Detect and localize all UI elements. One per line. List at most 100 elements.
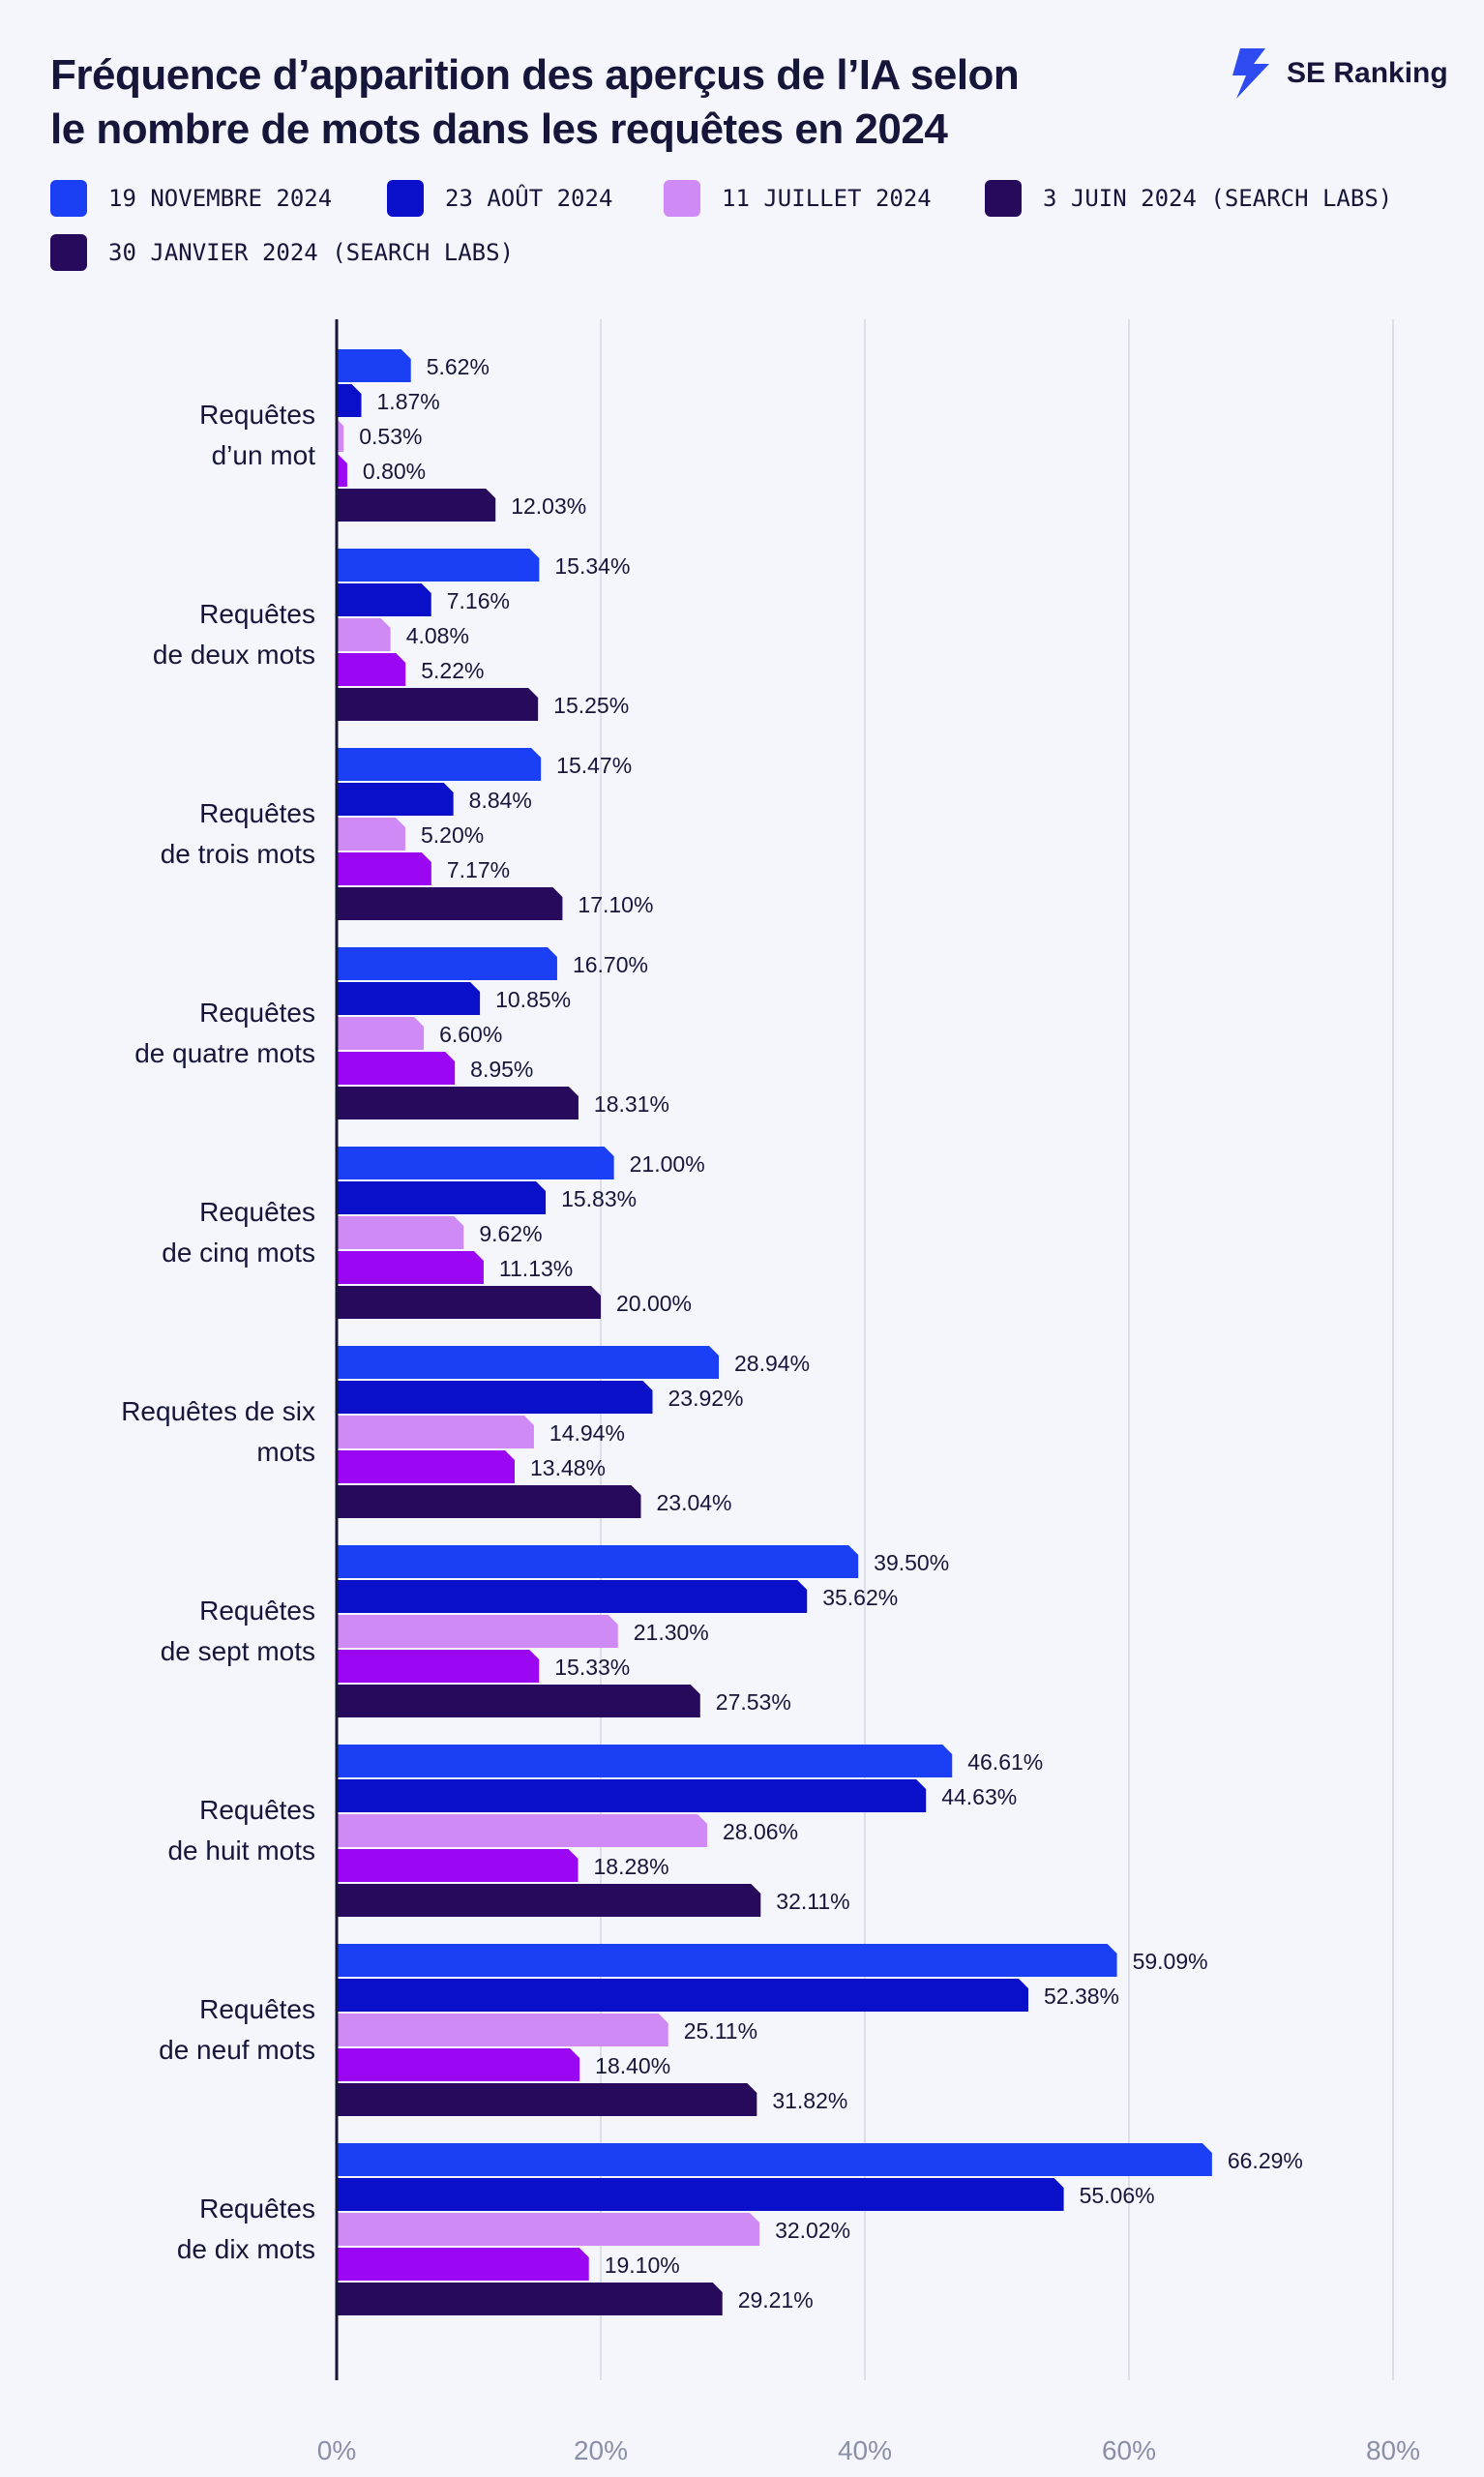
data-label: 15.47% — [556, 753, 632, 778]
chart-title-line-2: le nombre de mots dans les requêtes en 2… — [50, 105, 948, 153]
bar — [337, 1615, 618, 1648]
bar — [337, 852, 431, 885]
data-label: 59.09% — [1133, 1949, 1208, 1974]
bar — [337, 1381, 653, 1414]
legend-swatch — [664, 180, 700, 217]
bar — [337, 1979, 1028, 2012]
legend-label: 19 NOVEMBRE 2024 — [108, 185, 333, 212]
legend-label: 30 JANVIER 2024 (SEARCH LABS) — [108, 239, 515, 266]
bar — [337, 947, 557, 980]
data-label: 19.10% — [605, 2253, 680, 2278]
data-label: 21.30% — [634, 1620, 709, 1645]
category-label: de neuf mots — [159, 2035, 315, 2065]
bar — [337, 618, 391, 651]
data-label: 18.31% — [594, 1091, 669, 1117]
category-label: Requêtes — [199, 998, 315, 1028]
bar — [337, 1779, 927, 1812]
category-label: Requêtes — [199, 1994, 315, 2024]
bar — [337, 1286, 601, 1319]
data-label: 44.63% — [941, 1784, 1017, 1809]
legend-swatch — [50, 234, 87, 271]
bar — [337, 1087, 579, 1119]
x-tick-label: 0% — [317, 2435, 356, 2465]
bar — [337, 783, 454, 816]
bar — [337, 1485, 641, 1518]
data-label: 32.02% — [775, 2218, 850, 2243]
bar — [337, 1650, 540, 1683]
category-label: mots — [256, 1437, 315, 1467]
bar — [337, 1849, 579, 1882]
category-label: Requêtes — [199, 1596, 315, 1626]
data-label: 23.04% — [656, 1490, 731, 1515]
bar — [337, 1017, 425, 1050]
bar — [337, 1346, 720, 1379]
bar — [337, 419, 344, 452]
chart-title: Fréquence d’apparition des aperçus de l’… — [50, 48, 1192, 157]
data-label: 27.53% — [716, 1689, 791, 1715]
bar — [337, 1745, 953, 1777]
data-label: 20.00% — [616, 1291, 692, 1316]
bar — [337, 1685, 700, 1717]
bar — [337, 2143, 1212, 2176]
data-label: 21.00% — [630, 1151, 705, 1177]
bar — [337, 2048, 580, 2081]
brand-logo: SE Ranking — [1227, 46, 1448, 101]
data-label: 15.83% — [561, 1186, 637, 1211]
data-label: 5.62% — [427, 354, 490, 379]
category-label: Requêtes — [199, 798, 315, 828]
bar — [337, 1147, 614, 1179]
bar — [337, 2213, 760, 2246]
bar — [337, 2283, 723, 2315]
bar — [337, 653, 406, 686]
data-label: 0.53% — [359, 424, 422, 449]
bar — [337, 1216, 464, 1249]
data-label: 46.61% — [967, 1749, 1043, 1775]
category-label: de trois mots — [161, 839, 315, 869]
bar — [337, 982, 481, 1015]
bar — [337, 748, 542, 781]
bar — [337, 1416, 534, 1448]
data-label: 11.13% — [499, 1256, 573, 1281]
bar — [337, 2014, 668, 2046]
data-label: 10.85% — [495, 987, 571, 1012]
category-label: Requêtes — [199, 599, 315, 629]
category-label: de cinq mots — [162, 1238, 315, 1268]
category-label: Requêtes — [199, 1197, 315, 1227]
data-label: 18.28% — [594, 1854, 669, 1879]
legend-label: 3 JUIN 2024 (SEARCH LABS) — [1043, 185, 1393, 212]
bar — [337, 549, 540, 582]
bar — [337, 1450, 516, 1483]
data-label: 0.80% — [363, 459, 426, 484]
x-tick-label: 60% — [1102, 2435, 1156, 2465]
legend-item: 19 NOVEMBRE 2024 — [50, 180, 332, 217]
bar — [337, 2083, 757, 2116]
legend-item: 23 AOÛT 2024 — [387, 180, 612, 217]
bar — [337, 818, 405, 851]
category-label: Requêtes — [199, 1795, 315, 1825]
data-label: 6.60% — [439, 1022, 502, 1047]
category-label: Requêtes — [199, 400, 315, 430]
data-label: 8.84% — [469, 788, 532, 813]
bar — [337, 2248, 589, 2281]
data-label: 29.21% — [738, 2287, 814, 2313]
legend-item: 30 JANVIER 2024 (SEARCH LABS) — [50, 234, 514, 271]
brand-name: SE Ranking — [1287, 57, 1448, 89]
legend-item: 11 JUILLET 2024 — [664, 180, 932, 217]
x-tick-label: 20% — [574, 2435, 628, 2465]
bar — [337, 1814, 708, 1847]
data-label: 5.22% — [421, 658, 484, 683]
category-label: de huit mots — [167, 1835, 315, 1865]
data-label: 31.82% — [772, 2088, 847, 2113]
bar — [337, 1251, 484, 1284]
data-label: 32.11% — [776, 1889, 849, 1914]
category-label: Requêtes — [199, 2193, 315, 2223]
data-label: 25.11% — [684, 2018, 757, 2044]
legend-swatch — [985, 180, 1022, 217]
data-label: 15.34% — [554, 553, 630, 579]
data-label: 15.25% — [553, 693, 629, 718]
bar — [337, 489, 496, 522]
data-label: 12.03% — [511, 493, 586, 519]
category-label: de dix mots — [177, 2234, 315, 2264]
bar — [337, 454, 347, 487]
bar — [337, 1944, 1117, 1977]
